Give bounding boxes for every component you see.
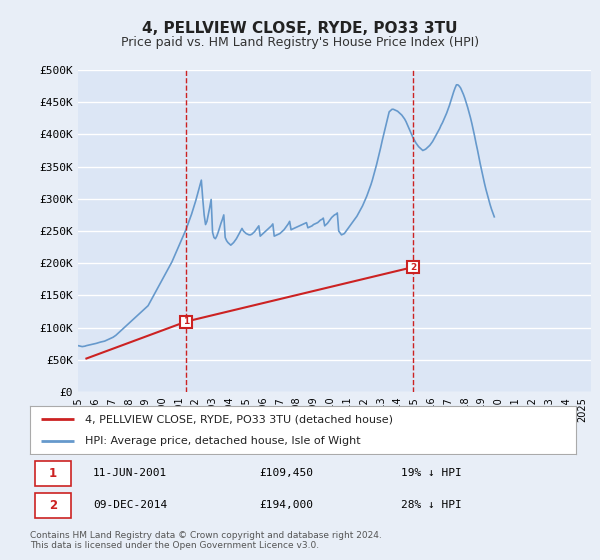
Text: 2: 2 <box>410 263 416 272</box>
Text: 19% ↓ HPI: 19% ↓ HPI <box>401 468 462 478</box>
Text: 2: 2 <box>49 499 57 512</box>
FancyBboxPatch shape <box>35 461 71 486</box>
Text: 4, PELLVIEW CLOSE, RYDE, PO33 3TU: 4, PELLVIEW CLOSE, RYDE, PO33 3TU <box>142 21 458 36</box>
Text: 1: 1 <box>49 467 57 480</box>
Text: 1: 1 <box>183 317 190 326</box>
Text: Contains HM Land Registry data © Crown copyright and database right 2024.
This d: Contains HM Land Registry data © Crown c… <box>30 531 382 550</box>
Text: 09-DEC-2014: 09-DEC-2014 <box>93 501 167 511</box>
Text: 4, PELLVIEW CLOSE, RYDE, PO33 3TU (detached house): 4, PELLVIEW CLOSE, RYDE, PO33 3TU (detac… <box>85 414 392 424</box>
Text: HPI: Average price, detached house, Isle of Wight: HPI: Average price, detached house, Isle… <box>85 436 360 446</box>
Text: £194,000: £194,000 <box>259 501 313 511</box>
Text: £109,450: £109,450 <box>259 468 313 478</box>
Text: 11-JUN-2001: 11-JUN-2001 <box>93 468 167 478</box>
Text: 28% ↓ HPI: 28% ↓ HPI <box>401 501 462 511</box>
FancyBboxPatch shape <box>35 493 71 518</box>
Text: Price paid vs. HM Land Registry's House Price Index (HPI): Price paid vs. HM Land Registry's House … <box>121 36 479 49</box>
